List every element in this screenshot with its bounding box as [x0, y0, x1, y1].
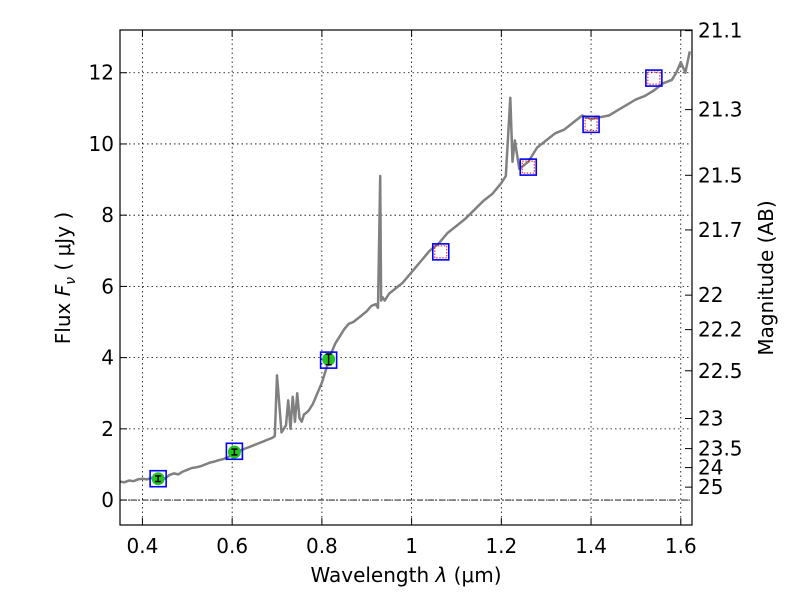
synthetic-photometry-square [519, 158, 538, 176]
red-square-point [434, 245, 448, 259]
y2-tick-label: 22.5 [698, 359, 743, 383]
red-square-point [521, 160, 535, 174]
y-tick-label: 0 [101, 488, 114, 512]
x-axis-title: Wavelength λ (μm) [310, 563, 501, 587]
synthetic-photometry-square [645, 69, 663, 87]
y-axis-title-symbol: F [51, 284, 75, 296]
y2-tick-label: 21.1 [698, 19, 743, 43]
y2-tick-label: 25 [698, 475, 723, 499]
y-axis-title-unit: ( μJy ) [51, 212, 75, 277]
synthetic-photometry-square [149, 469, 167, 488]
y-axis-title: Flux Fν ( μJy ) [51, 212, 79, 344]
y-tick-label: 6 [101, 274, 114, 298]
y2-tick-label: 22.2 [698, 318, 743, 342]
x-tick-label: 0.6 [216, 534, 248, 558]
grid [120, 30, 692, 525]
y2-tick-label: 23 [698, 406, 723, 430]
x-axis-title-unit: (μm) [447, 563, 501, 587]
y2-tick-label: 22 [698, 283, 723, 307]
x-tick-label: 1 [405, 534, 418, 558]
axes: 0.4 0.6 0.8 1 1.2 1.4 1.602468101221.121.321.5… [89, 19, 743, 558]
y2-axis-title: Magnitude (AB) [754, 200, 778, 355]
synthetic-photometry-square [225, 442, 244, 461]
y2-tick-label: 21.3 [698, 98, 743, 122]
x-tick-label: 0.8 [306, 534, 338, 558]
y2-tick-label: 24 [698, 456, 723, 480]
x-tick-label: 1.2 [485, 534, 517, 558]
model-spectrum-line [119, 51, 692, 484]
y-tick-label: 2 [101, 417, 114, 441]
y-tick-label: 4 [101, 346, 114, 370]
x-tick-label: 1.6 [665, 534, 697, 558]
synthetic-photometry-square [319, 351, 338, 369]
synthetic-photometry-square [582, 115, 600, 134]
x-tick-label: 0.4 [127, 534, 159, 558]
plot-frame [119, 29, 693, 526]
red-square-point [584, 117, 598, 131]
y-tick-label: 12 [89, 61, 114, 85]
x-tick-label: 1.4 [575, 534, 607, 558]
x-axis-title-symbol: λ [434, 563, 447, 587]
y2-tick-label: 21.5 [698, 163, 743, 187]
synthetic-photometry-square [431, 243, 450, 261]
photometry-points [149, 69, 663, 488]
y2-tick-label: 23.5 [698, 437, 743, 461]
y-axis-title-subscript: ν [63, 277, 79, 285]
model-spectrum-series [119, 51, 692, 484]
y2-tick-label: 21.7 [698, 218, 743, 242]
red-square-point [647, 71, 661, 85]
y-tick-label: 8 [101, 203, 114, 227]
x-axis-title-prefix: Wavelength [310, 563, 435, 587]
y-tick-label: 10 [89, 132, 114, 156]
y-axis-title-prefix: Flux [51, 296, 75, 344]
